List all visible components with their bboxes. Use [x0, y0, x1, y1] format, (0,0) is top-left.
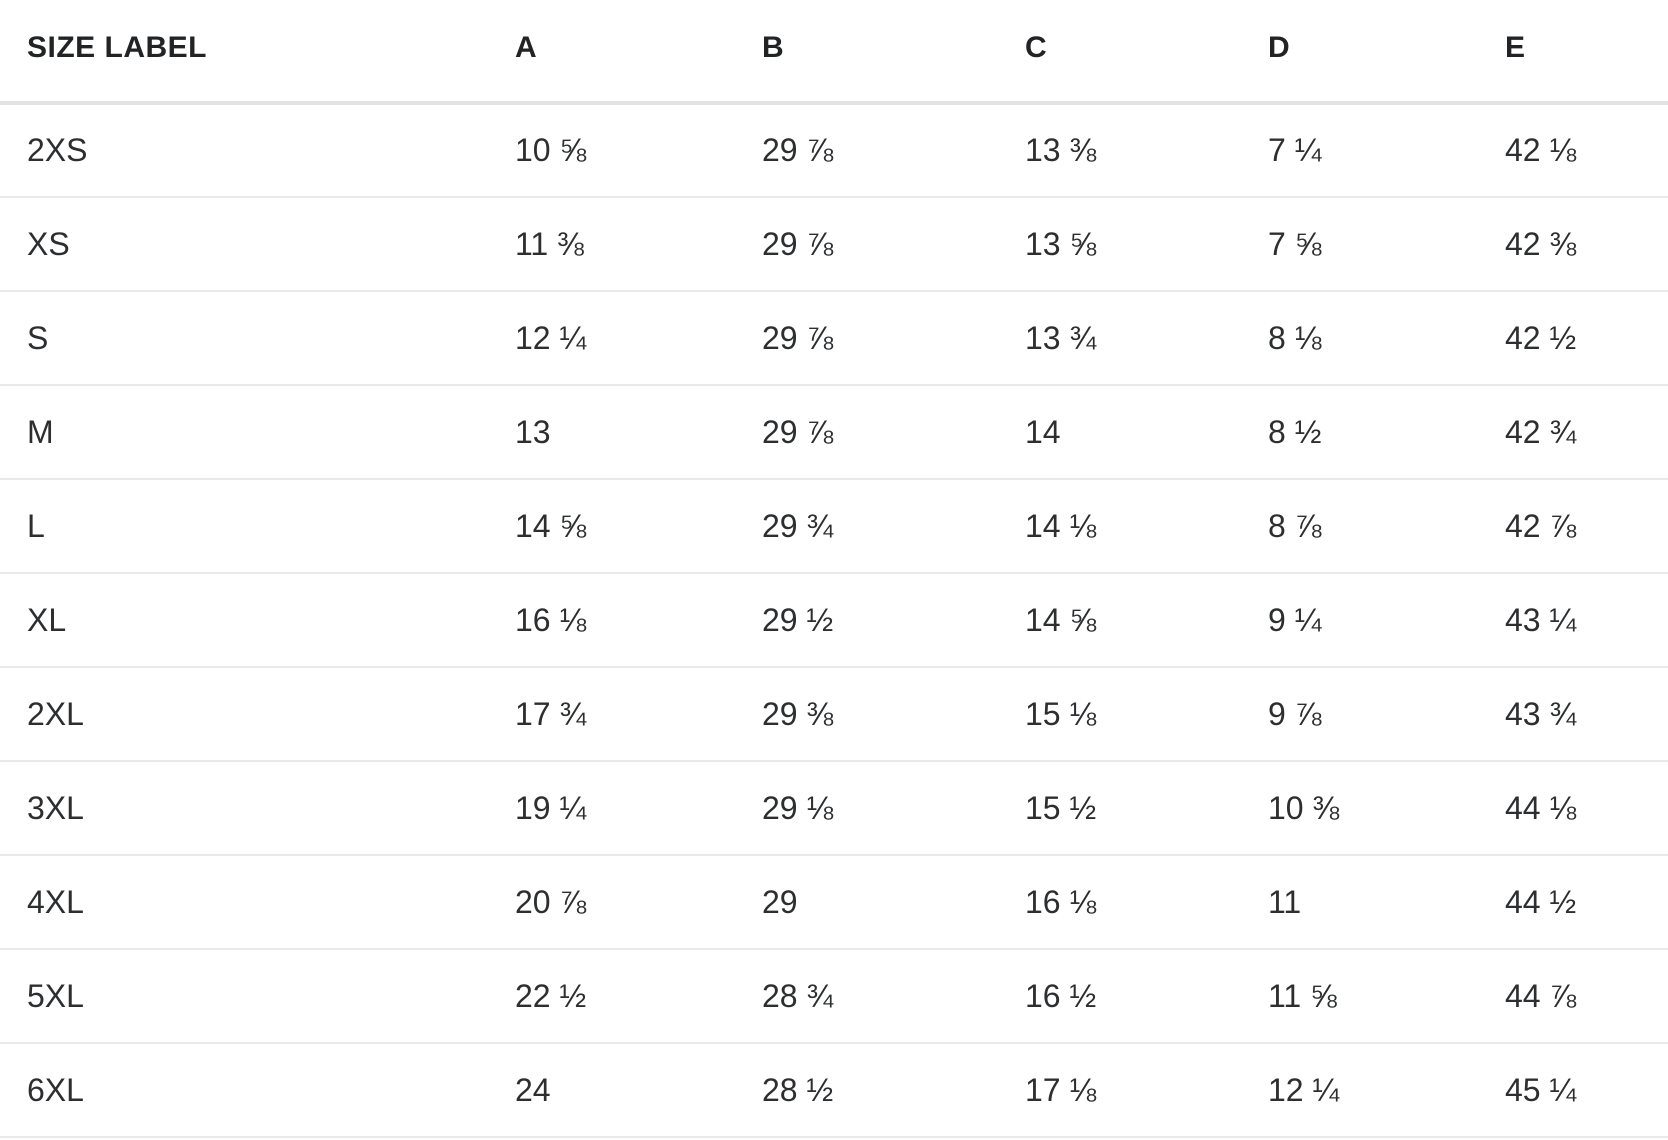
measurement-cell-b: 29	[735, 855, 998, 950]
column-header-size-label: SIZE LABEL	[0, 0, 488, 105]
measurement-cell-d: 8 ⅛	[1241, 291, 1478, 386]
size-label-cell: XL	[0, 573, 488, 668]
measurement-cell-a: 10 ⅝	[488, 103, 735, 198]
measurement-cell-e: 42 ⅜	[1478, 197, 1668, 292]
measurement-cell-b: 29 ¾	[735, 479, 998, 574]
measurement-cell-b: 29 ½	[735, 573, 998, 668]
column-header-c: C	[998, 0, 1241, 105]
measurement-cell-d: 8 ⅞	[1241, 479, 1478, 574]
size-label-cell: 2XS	[0, 103, 488, 198]
measurement-cell-a: 22 ½	[488, 949, 735, 1044]
measurement-cell-a: 11 ⅜	[488, 197, 735, 292]
measurement-cell-b: 29 ⅛	[735, 761, 998, 856]
measurement-cell-e: 44 ½	[1478, 855, 1668, 950]
size-row-6xl: 6XL 24 28 ½ 17 ⅛ 12 ¼ 45 ¼	[0, 1043, 1668, 1138]
size-row-4xl: 4XL 20 ⅞ 29 16 ⅛ 11 44 ½	[0, 855, 1668, 950]
measurement-cell-e: 42 ¾	[1478, 385, 1668, 480]
size-label-cell: 3XL	[0, 761, 488, 856]
measurement-cell-d: 9 ⅞	[1241, 667, 1478, 762]
measurement-cell-a: 16 ⅛	[488, 573, 735, 668]
measurement-cell-e: 43 ¼	[1478, 573, 1668, 668]
measurement-cell-b: 28 ½	[735, 1043, 998, 1138]
measurement-cell-c: 14 ⅛	[998, 479, 1241, 574]
measurement-cell-d: 12 ¼	[1241, 1043, 1478, 1138]
size-row-5xl: 5XL 22 ½ 28 ¾ 16 ½ 11 ⅝ 44 ⅞	[0, 949, 1668, 1044]
header-row: SIZE LABEL A B C D E	[0, 0, 1668, 105]
measurement-cell-e: 44 ⅞	[1478, 949, 1668, 1044]
measurement-cell-c: 17 ⅛	[998, 1043, 1241, 1138]
size-label-cell: M	[0, 385, 488, 480]
measurement-cell-a: 19 ¼	[488, 761, 735, 856]
measurement-cell-c: 16 ⅛	[998, 855, 1241, 950]
size-row-3xl: 3XL 19 ¼ 29 ⅛ 15 ½ 10 ⅜ 44 ⅛	[0, 761, 1668, 856]
measurement-cell-a: 17 ¾	[488, 667, 735, 762]
measurement-cell-d: 11 ⅝	[1241, 949, 1478, 1044]
measurement-cell-d: 7 ¼	[1241, 103, 1478, 198]
measurement-cell-b: 29 ⅞	[735, 103, 998, 198]
column-header-a: A	[488, 0, 735, 105]
measurement-cell-c: 15 ⅛	[998, 667, 1241, 762]
size-label-cell: L	[0, 479, 488, 574]
measurement-cell-c: 14	[998, 385, 1241, 480]
size-label-cell: 4XL	[0, 855, 488, 950]
size-row-m: M 13 29 ⅞ 14 8 ½ 42 ¾	[0, 385, 1668, 480]
column-header-e: E	[1478, 0, 1668, 105]
measurement-cell-b: 29 ⅞	[735, 197, 998, 292]
measurement-cell-a: 14 ⅝	[488, 479, 735, 574]
measurement-cell-a: 12 ¼	[488, 291, 735, 386]
column-header-d: D	[1241, 0, 1478, 105]
measurement-cell-c: 16 ½	[998, 949, 1241, 1044]
size-label-cell: 2XL	[0, 667, 488, 762]
measurement-cell-b: 29 ⅞	[735, 291, 998, 386]
measurement-cell-e: 42 ⅛	[1478, 103, 1668, 198]
measurement-cell-b: 28 ¾	[735, 949, 998, 1044]
size-label-cell: 5XL	[0, 949, 488, 1044]
measurement-cell-a: 20 ⅞	[488, 855, 735, 950]
measurement-cell-a: 24	[488, 1043, 735, 1138]
measurement-cell-b: 29 ⅜	[735, 667, 998, 762]
measurement-cell-c: 13 ¾	[998, 291, 1241, 386]
measurement-cell-c: 13 ⅝	[998, 197, 1241, 292]
measurement-cell-d: 7 ⅝	[1241, 197, 1478, 292]
measurement-cell-d: 11	[1241, 855, 1478, 950]
size-label-cell: XS	[0, 197, 488, 292]
measurement-cell-e: 43 ¾	[1478, 667, 1668, 762]
size-label-cell: S	[0, 291, 488, 386]
measurement-cell-d: 10 ⅜	[1241, 761, 1478, 856]
measurement-cell-c: 14 ⅝	[998, 573, 1241, 668]
measurement-cell-e: 45 ¼	[1478, 1043, 1668, 1138]
measurement-cell-a: 13	[488, 385, 735, 480]
column-header-b: B	[735, 0, 998, 105]
measurement-cell-e: 42 ½	[1478, 291, 1668, 386]
measurement-cell-d: 8 ½	[1241, 385, 1478, 480]
size-label-cell: 6XL	[0, 1043, 488, 1138]
measurement-cell-c: 13 ⅜	[998, 103, 1241, 198]
measurement-cell-c: 15 ½	[998, 761, 1241, 856]
measurement-cell-e: 44 ⅛	[1478, 761, 1668, 856]
measurement-cell-d: 9 ¼	[1241, 573, 1478, 668]
measurement-cell-e: 42 ⅞	[1478, 479, 1668, 574]
measurement-cell-b: 29 ⅞	[735, 385, 998, 480]
